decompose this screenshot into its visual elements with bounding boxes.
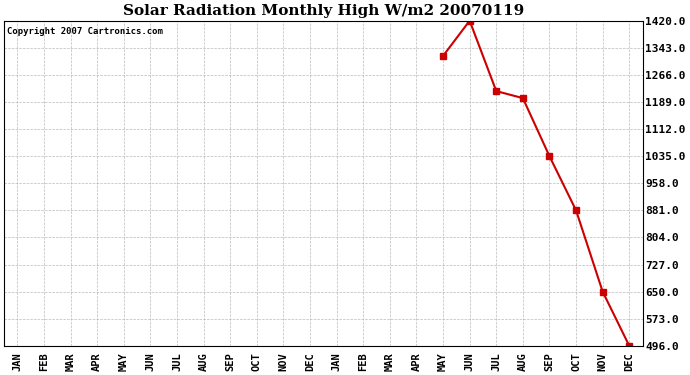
Text: Copyright 2007 Cartronics.com: Copyright 2007 Cartronics.com [8,27,164,36]
Title: Solar Radiation Monthly High W/m2 20070119: Solar Radiation Monthly High W/m2 200701… [123,4,524,18]
